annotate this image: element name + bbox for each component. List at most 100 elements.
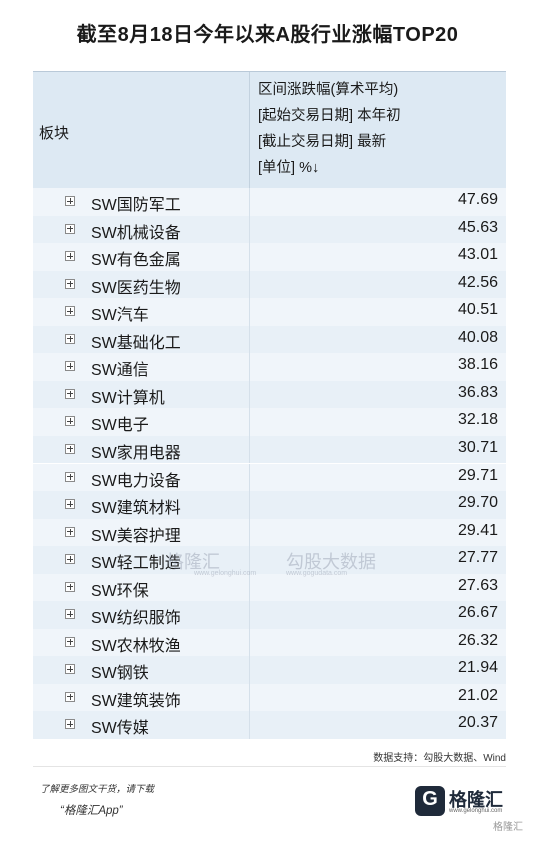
column-divider	[249, 711, 250, 739]
expand-icon[interactable]	[65, 526, 75, 537]
table-row[interactable]: SW有色金属 43.01	[33, 243, 506, 271]
expand-icon[interactable]	[65, 196, 75, 206]
watermark-left: 格隆汇	[166, 552, 220, 572]
table-header: 板块 区间涨跌幅(算术平均) [起始交易日期] 本年初 [截止交易日期] 最新 …	[33, 71, 506, 189]
table-row[interactable]: SW建筑装饰 21.02	[33, 683, 506, 712]
column-divider	[249, 215, 250, 244]
expand-icon[interactable]	[65, 416, 75, 427]
table-row[interactable]: SW电力设备 29.71	[33, 463, 506, 492]
expand-icon[interactable]	[65, 251, 75, 262]
expand-icon[interactable]	[65, 388, 75, 399]
column-header-sector-label: 板块	[39, 125, 70, 142]
sector-name: SW环保	[91, 582, 149, 600]
sector-name: SW汽车	[91, 307, 149, 325]
brand-icon	[415, 786, 445, 816]
change-value: 30.71	[457, 438, 498, 456]
sector-name: SW医药生物	[91, 279, 181, 297]
column-header-sector[interactable]: 板块	[33, 72, 250, 188]
expand-icon[interactable]	[65, 333, 75, 344]
watermark: 格隆汇 勾股大数据 www.gelonghui.com www.gogudata…	[166, 548, 376, 577]
column-header-change-line: 区间涨跌幅(算术平均)	[258, 82, 399, 98]
table-row[interactable]: SW传媒 20.37	[33, 711, 506, 739]
column-divider	[249, 628, 250, 657]
column-header-change-line: [单位] %↓	[258, 160, 320, 176]
column-header-change-line: [截止交易日期] 最新	[258, 134, 387, 150]
table-row[interactable]: SW医药生物 42.56	[33, 270, 506, 299]
sector-name: SW国防军工	[91, 197, 181, 214]
sector-name: SW轻工制造	[91, 555, 181, 573]
change-value: 21.94	[457, 659, 498, 677]
watermark-left-sub: www.gelonghui.com	[194, 570, 257, 577]
table-row[interactable]: SW美容护理 29.41	[33, 518, 506, 547]
expand-icon[interactable]	[65, 471, 75, 482]
change-value: 29.70	[457, 494, 498, 512]
change-value: 32.18	[457, 411, 498, 429]
column-divider	[249, 435, 250, 464]
column-divider	[249, 601, 250, 629]
column-divider	[249, 243, 250, 271]
brand-name: 格隆汇	[449, 790, 503, 810]
watermark-right: 勾股大数据	[286, 552, 376, 572]
change-value: 43.01	[457, 246, 498, 264]
expand-icon[interactable]	[65, 719, 75, 730]
table-row[interactable]: SW家用电器 30.71	[33, 435, 506, 464]
expand-icon[interactable]	[65, 636, 75, 647]
change-value: 29.41	[457, 521, 498, 539]
expand-icon[interactable]	[65, 306, 75, 317]
expand-icon[interactable]	[65, 554, 75, 565]
column-divider	[249, 380, 250, 409]
table-row[interactable]: SW农林牧渔 26.32	[33, 628, 506, 657]
column-divider	[249, 298, 250, 326]
change-value: 27.63	[457, 576, 498, 594]
table-row[interactable]: SW基础化工 40.08	[33, 325, 506, 354]
expand-icon[interactable]	[65, 664, 75, 675]
expand-icon[interactable]	[65, 609, 75, 620]
expand-icon[interactable]	[65, 691, 75, 702]
sector-name: SW钢铁	[91, 665, 149, 683]
sector-name: SW建筑装饰	[91, 692, 181, 710]
data-source: 数据支持：勾股大数据、Wind	[373, 753, 506, 764]
column-divider	[249, 683, 250, 712]
table-row[interactable]: SW钢铁 21.94	[33, 656, 506, 684]
expand-icon[interactable]	[65, 361, 75, 372]
brand-url: www.gelonghui.com	[449, 808, 503, 814]
change-value: 40.51	[457, 301, 498, 319]
sector-name: SW传媒	[91, 720, 149, 738]
sector-name: SW电力设备	[91, 472, 181, 490]
expand-icon[interactable]	[65, 443, 75, 454]
change-value: 29.71	[457, 466, 498, 484]
expand-icon[interactable]	[65, 581, 75, 592]
data-table: 板块 区间涨跌幅(算术平均) [起始交易日期] 本年初 [截止交易日期] 最新 …	[33, 71, 506, 739]
column-divider	[249, 270, 250, 299]
expand-icon[interactable]	[65, 499, 75, 510]
table-row[interactable]: SW通信 38.16	[33, 353, 506, 381]
sector-name: SW农林牧渔	[91, 637, 181, 655]
change-value: 26.32	[457, 631, 498, 649]
column-divider	[249, 573, 250, 602]
sector-name: SW建筑材料	[91, 500, 181, 518]
table-row[interactable]: SW计算机 36.83	[33, 380, 506, 409]
column-divider	[249, 188, 250, 216]
change-value: 42.56	[457, 273, 498, 291]
column-divider	[249, 325, 250, 354]
table-row[interactable]: SW机械设备 45.63	[33, 215, 506, 244]
promo-text: 了解更多图文干货，请下载	[40, 784, 155, 795]
expand-icon[interactable]	[65, 278, 75, 289]
table-row[interactable]: SW电子 32.18	[33, 408, 506, 436]
column-header-change[interactable]: 区间涨跌幅(算术平均) [起始交易日期] 本年初 [截止交易日期] 最新 [单位…	[250, 72, 506, 188]
column-header-change-line: [起始交易日期] 本年初	[258, 108, 401, 124]
table-row[interactable]: SW轻工制造 27.77	[33, 546, 506, 574]
sector-name: SW电子	[91, 417, 149, 435]
change-value: 38.16	[457, 356, 498, 374]
table-row[interactable]: SW环保 27.63	[33, 573, 506, 602]
table-row[interactable]: SW国防军工 47.69	[33, 188, 506, 216]
table-row[interactable]: SW建筑材料 29.70	[33, 491, 506, 519]
table-row[interactable]: SW汽车 40.51	[33, 298, 506, 326]
column-divider	[249, 656, 250, 684]
table-row[interactable]: SW纺织服饰 26.67	[33, 601, 506, 629]
sector-name: SW通信	[91, 362, 149, 380]
divider	[33, 766, 506, 767]
change-value: 26.67	[457, 604, 498, 622]
sector-name: SW家用电器	[91, 444, 181, 462]
expand-icon[interactable]	[65, 223, 75, 234]
